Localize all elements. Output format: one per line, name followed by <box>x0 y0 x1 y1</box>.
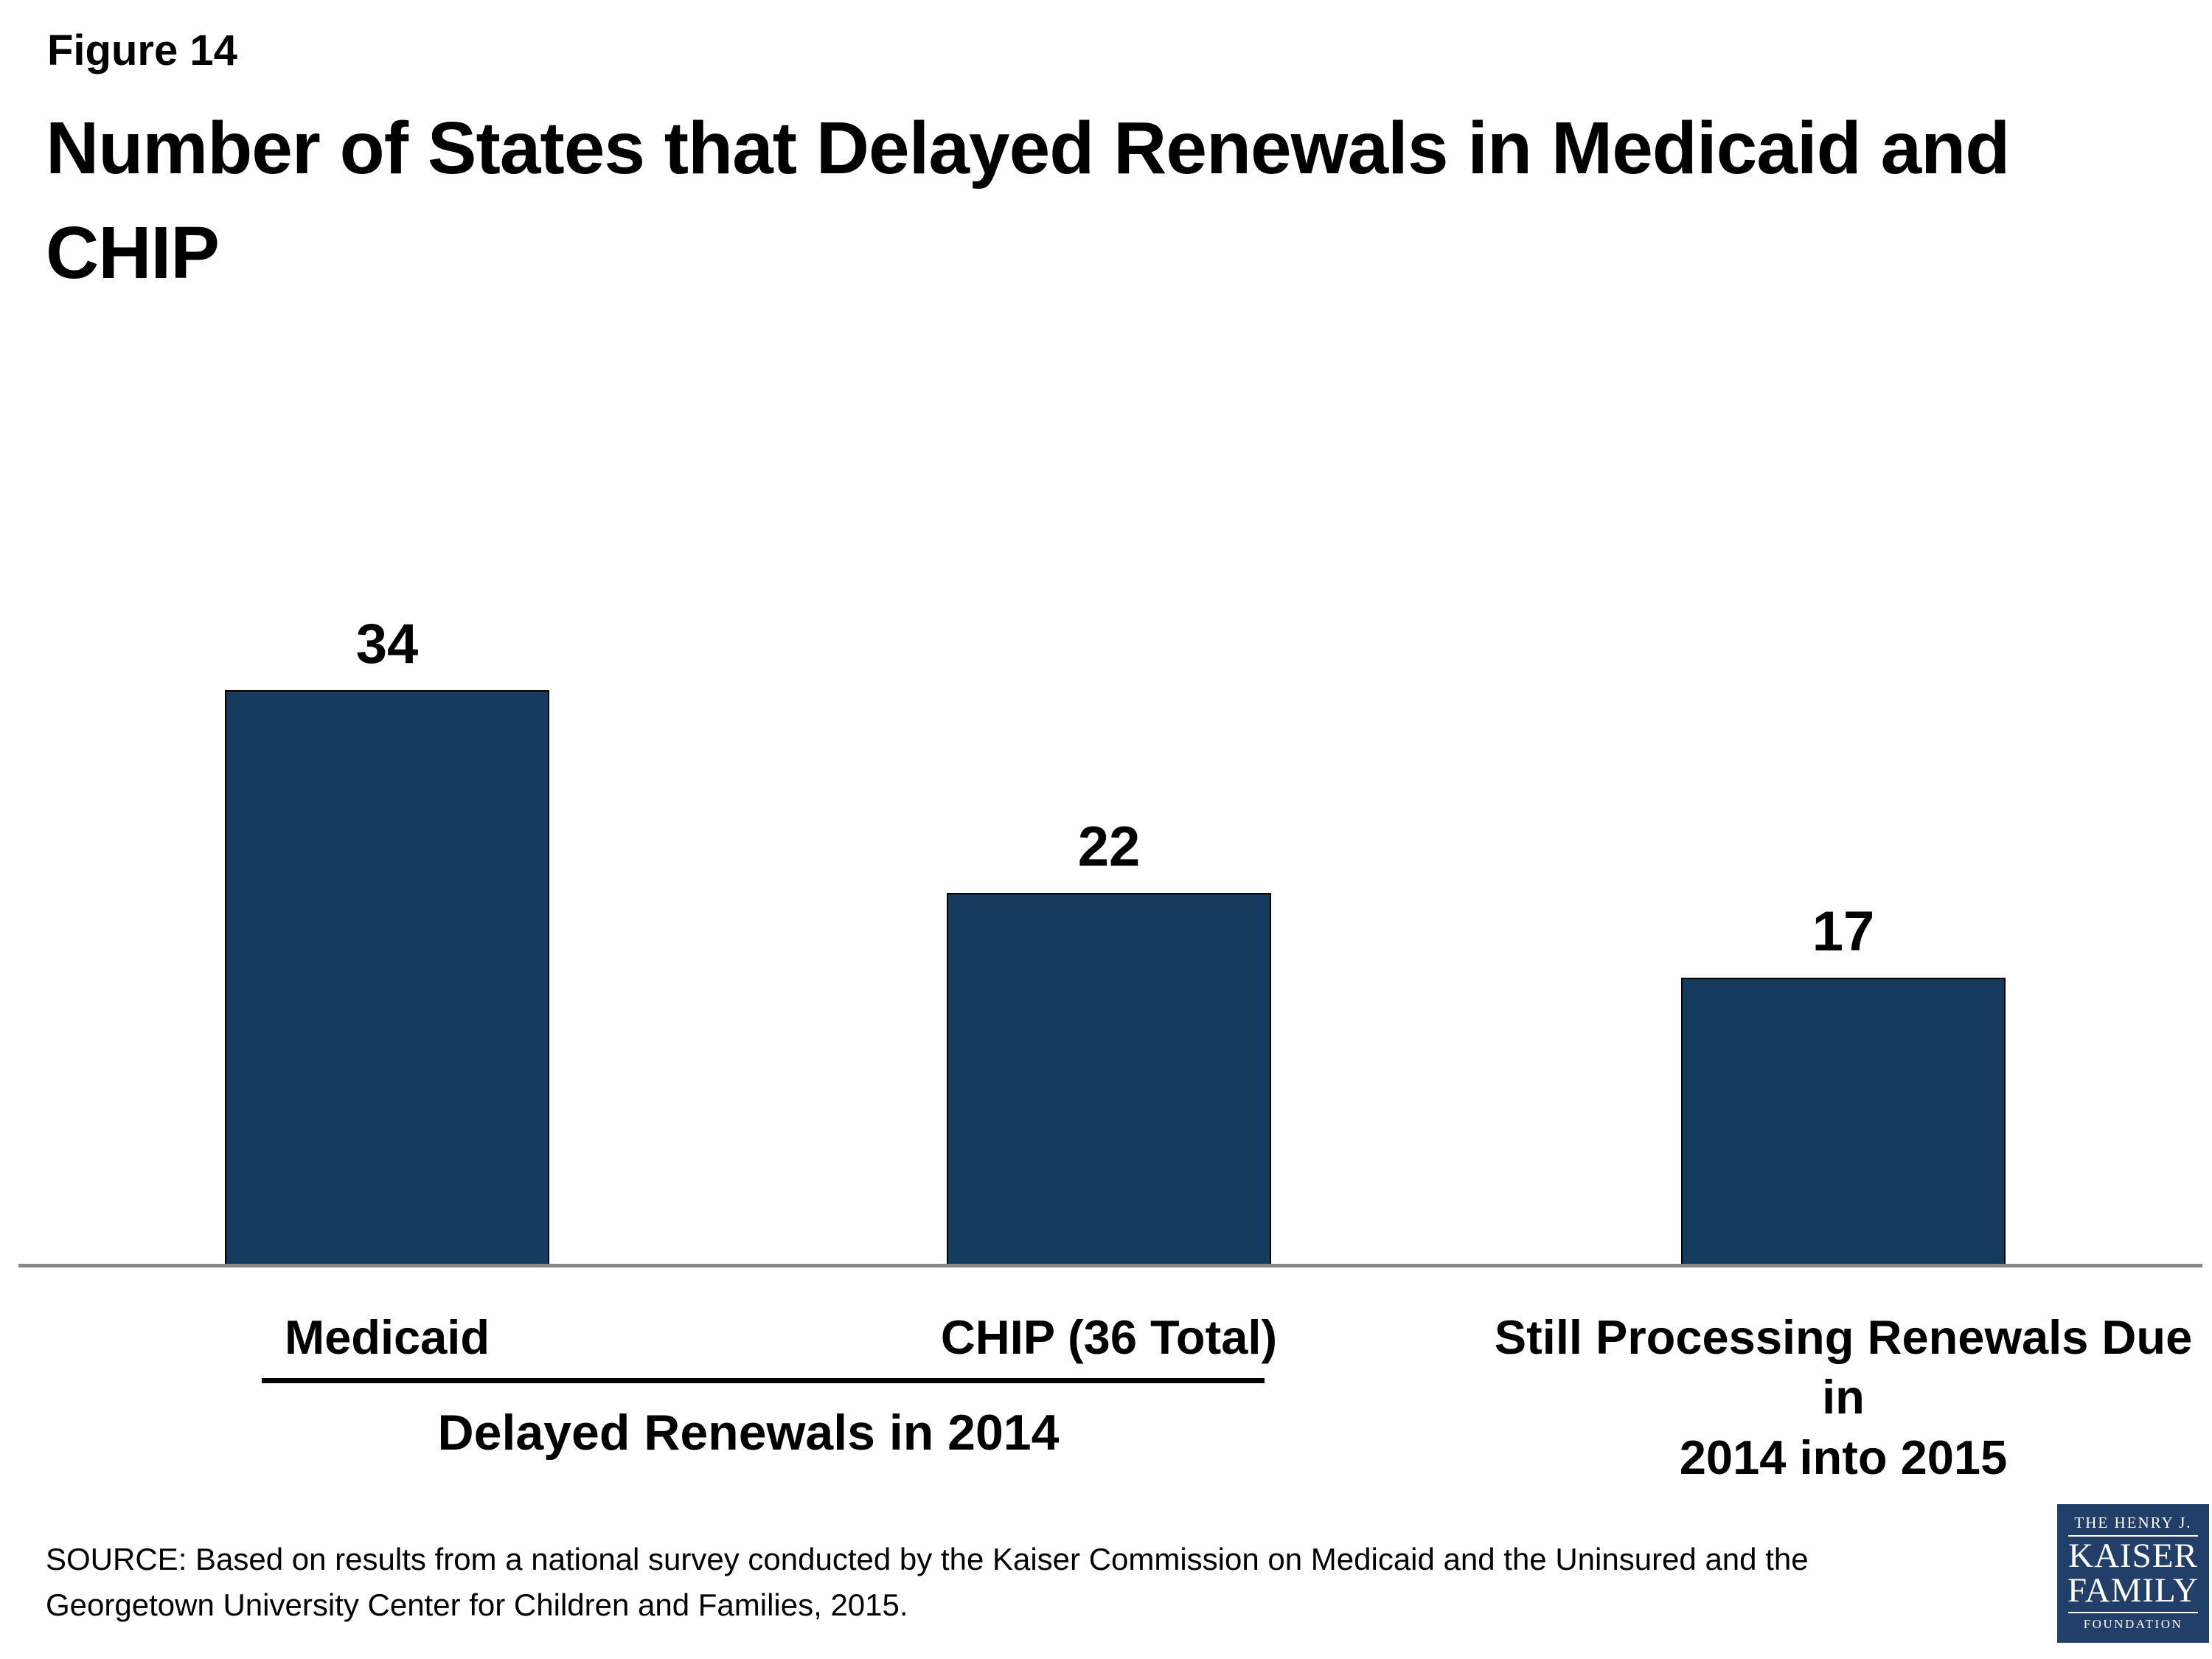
logo-divider-bottom <box>2068 1612 2198 1614</box>
logo-foundation-text: FOUNDATION <box>2083 1617 2183 1632</box>
kff-logo: THE HENRY J. KAISER FAMILY FOUNDATION <box>2057 1504 2209 1643</box>
x-axis-line <box>18 1264 2202 1267</box>
bar-value-label: 34 <box>355 613 419 675</box>
group-label: Delayed Renewals in 2014 <box>437 1405 1060 1461</box>
bar-category-label: CHIP (36 Total) <box>940 1310 1278 1364</box>
bar-value-label: 22 <box>1077 815 1141 878</box>
bar: 22 <box>947 819 1271 1265</box>
bar-category-label: Still Processing Renewals Due in 2014 in… <box>1494 1310 2193 1484</box>
group-underline <box>262 1378 1265 1383</box>
logo-kaiser-text: KAISER <box>2068 1537 2198 1576</box>
bar: 34 <box>225 616 549 1265</box>
source-note: SOURCE: Based on results from a national… <box>46 1542 1809 1622</box>
bar-category-label: Medicaid <box>284 1310 490 1364</box>
page-title: Number of States that Delayed Renewals i… <box>46 107 2010 294</box>
logo-henry-j-text: THE HENRY J. <box>2074 1514 2192 1531</box>
figure-label: Figure 14 <box>47 27 237 74</box>
bar-value-label: 17 <box>1812 900 1875 963</box>
logo-family-text: FAMILY <box>2067 1571 2199 1610</box>
logo-divider-top <box>2068 1535 2198 1537</box>
bar: 17 <box>1681 904 2006 1265</box>
